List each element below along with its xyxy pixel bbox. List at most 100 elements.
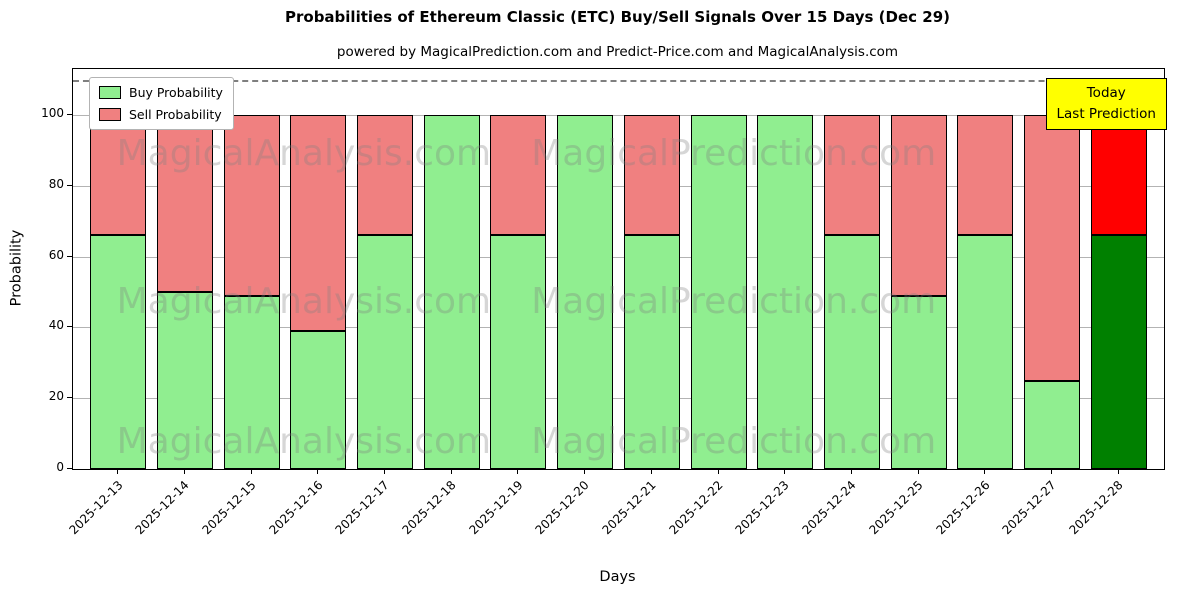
x-tick-label: 2025-12-28 (1066, 478, 1126, 538)
x-tick-mark (450, 469, 452, 474)
gridline (73, 256, 1164, 258)
sell-segment (623, 115, 680, 236)
sell-segment (823, 115, 880, 236)
buy-segment (157, 292, 214, 469)
bar-stack (423, 115, 480, 469)
x-tick-mark (784, 469, 786, 474)
y-tick-mark (67, 255, 72, 257)
buy-segment (90, 235, 147, 469)
bar-stack (623, 115, 680, 469)
bar-stack (157, 115, 214, 469)
buy-segment (223, 295, 280, 469)
dashed-threshold-line (73, 79, 1164, 82)
x-tick-label: 2025-12-26 (932, 478, 993, 538)
gridline (73, 398, 1164, 400)
x-tick-label: 2025-12-18 (399, 478, 459, 538)
bar-stack (823, 115, 880, 469)
gridline (73, 115, 1164, 117)
y-tick-label: 20 (48, 389, 64, 404)
bar-stack (223, 115, 280, 469)
buy-segment (623, 235, 680, 469)
sell-segment (957, 115, 1014, 236)
y-tick-label: 40 (48, 318, 64, 333)
x-tick-label: 2025-12-17 (332, 478, 392, 538)
sell-segment (357, 115, 414, 236)
gridline (73, 185, 1164, 187)
buy-segment (423, 115, 480, 469)
chart-title: Probabilities of Ethereum Classic (ETC) … (285, 8, 950, 26)
x-tick-mark (1050, 469, 1052, 474)
y-tick-label: 100 (41, 106, 64, 121)
chart-subtitle: powered by MagicalPrediction.com and Pre… (336, 44, 899, 60)
x-tick-mark (584, 469, 586, 474)
buy-segment (823, 235, 880, 469)
sell-segment (490, 115, 547, 236)
x-tick-label: 2025-12-13 (66, 478, 126, 538)
legend-sell-label: Sell Probability (129, 107, 222, 122)
x-tick-mark (117, 469, 119, 474)
bar-stack (90, 115, 147, 469)
buy-segment (690, 115, 747, 469)
y-tick-label: 80 (48, 176, 64, 191)
buy-segment (357, 235, 414, 469)
sell-segment (1023, 115, 1080, 381)
x-tick-mark (184, 469, 186, 474)
y-tick-mark (67, 114, 72, 116)
x-tick-mark (384, 469, 386, 474)
legend-item-buy: Buy Probability (99, 85, 223, 100)
x-tick-mark (517, 469, 519, 474)
y-axis-label-wrap: Probability (4, 68, 28, 468)
x-tick-label: 2025-12-19 (466, 478, 526, 538)
x-tick-label: 2025-12-24 (799, 478, 859, 538)
bar-stack (1023, 115, 1080, 469)
annotation-line1: Today (1086, 85, 1126, 101)
x-tick-mark (717, 469, 719, 474)
sell-segment (223, 115, 280, 296)
sell-segment (157, 115, 214, 293)
sell-segment (90, 115, 147, 236)
today-annotation: Today Last Prediction (1045, 78, 1167, 130)
sell-segment (290, 115, 347, 331)
y-tick-mark (67, 326, 72, 328)
bar-stack (357, 115, 414, 469)
buy-segment (490, 235, 547, 469)
buy-segment (290, 330, 347, 469)
x-tick-label: 2025-12-20 (532, 478, 593, 538)
x-tick-label: 2025-12-25 (866, 478, 926, 538)
x-tick-mark (650, 469, 652, 474)
bar-stack (290, 115, 347, 469)
x-tick-label: 2025-12-16 (266, 478, 326, 538)
x-tick-mark (917, 469, 919, 474)
x-axis-label: Days (599, 569, 636, 585)
x-tick-mark (317, 469, 319, 474)
gridline (73, 327, 1164, 329)
bar-stack (557, 115, 614, 469)
y-tick-label: 60 (48, 247, 64, 262)
x-tick-mark (250, 469, 252, 474)
buy-segment (757, 115, 814, 469)
buy-segment (890, 295, 947, 469)
bar-stack (957, 115, 1014, 469)
bar-stack (890, 115, 947, 469)
plot-area: Buy Probability Sell Probability Today L… (72, 68, 1167, 470)
y-axis-label: Probability (8, 229, 24, 307)
y-tick-mark (67, 397, 72, 399)
buy-segment (957, 235, 1014, 469)
sell-swatch-icon (99, 108, 121, 121)
x-tick-label: 2025-12-15 (199, 478, 259, 538)
x-tick-label: 2025-12-22 (666, 478, 726, 538)
sell-segment (1090, 115, 1147, 236)
buy-segment (1090, 235, 1147, 469)
x-tick-label: 2025-12-23 (732, 478, 793, 538)
x-tick-mark (1117, 469, 1119, 474)
x-tick-label: 2025-12-14 (132, 478, 192, 538)
buy-segment (557, 115, 614, 469)
legend: Buy Probability Sell Probability (89, 77, 234, 130)
sell-segment (890, 115, 947, 296)
legend-item-sell: Sell Probability (99, 107, 223, 122)
x-tick-label: 2025-12-27 (999, 478, 1059, 538)
bar-stack (757, 115, 814, 469)
buy-swatch-icon (99, 86, 121, 99)
buy-segment (1023, 380, 1080, 469)
